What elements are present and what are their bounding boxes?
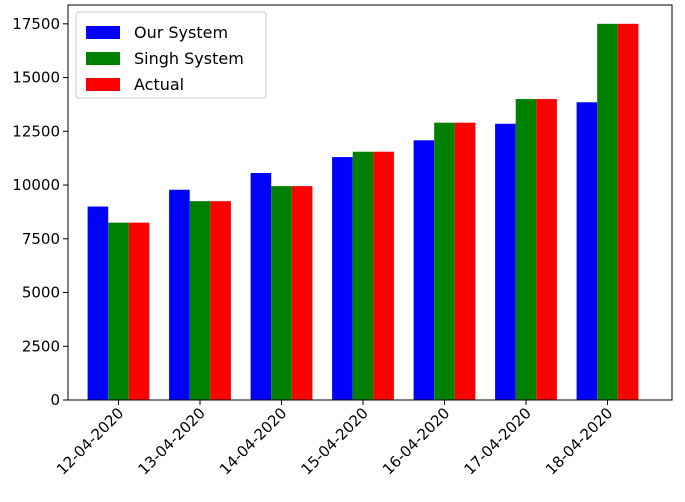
bar-our-system-12-04-2020	[87, 206, 109, 400]
legend-swatch-singh-system	[86, 52, 120, 65]
y-tick-label: 15000	[12, 69, 60, 87]
x-tick-label: 13-04-2020	[134, 404, 208, 478]
legend-label: Singh System	[134, 49, 244, 68]
bar-our-system-16-04-2020	[413, 140, 435, 400]
bar-our-system-14-04-2020	[250, 173, 272, 400]
legend: Our System Singh System Actual	[75, 11, 267, 99]
bar-our-system-13-04-2020	[169, 189, 190, 400]
y-tick-label: 17500	[12, 15, 60, 33]
y-tick-label: 12500	[12, 122, 60, 140]
bar-actual-16-04-2020	[454, 122, 476, 400]
x-tick-label: 14-04-2020	[216, 404, 290, 478]
x-tick-label: 18-04-2020	[542, 404, 616, 478]
bar-our-system-17-04-2020	[495, 123, 516, 401]
plot-frame	[67, 4, 673, 401]
bars-group	[87, 23, 639, 401]
bar-singh-system-15-04-2020	[352, 151, 374, 400]
legend-swatch-our-system	[86, 26, 120, 39]
bar-actual-15-04-2020	[373, 151, 394, 400]
y-tick-label: 5000	[22, 284, 60, 302]
bar-singh-system-14-04-2020	[271, 186, 292, 400]
bar-our-system-15-04-2020	[332, 157, 353, 400]
bar-actual-13-04-2020	[210, 201, 231, 400]
x-tick-label: 16-04-2020	[379, 404, 453, 478]
bar-our-system-18-04-2020	[576, 102, 598, 401]
x-tick-label: 17-04-2020	[460, 404, 534, 478]
bar-singh-system-17-04-2020	[515, 99, 537, 401]
y-tick-label: 2500	[22, 337, 60, 355]
bar-actual-12-04-2020	[128, 222, 150, 400]
x-tick-label: 12-04-2020	[53, 404, 127, 478]
bar-actual-17-04-2020	[536, 99, 557, 401]
bar-singh-system-18-04-2020	[597, 23, 618, 401]
legend-label: Our System	[134, 23, 228, 42]
bar-actual-14-04-2020	[291, 186, 313, 400]
legend-swatch-actual	[86, 78, 120, 91]
bar-singh-system-13-04-2020	[189, 201, 211, 400]
x-tick-label: 15-04-2020	[297, 404, 371, 478]
bar-actual-18-04-2020	[617, 23, 639, 401]
legend-box	[75, 11, 267, 99]
y-tick-label: 10000	[12, 176, 60, 194]
bar-singh-system-16-04-2020	[434, 122, 455, 400]
y-tick-label: 0	[50, 391, 60, 409]
bar-singh-system-12-04-2020	[108, 222, 129, 400]
y-tick-label: 7500	[22, 230, 60, 248]
legend-label: Actual	[134, 75, 184, 94]
